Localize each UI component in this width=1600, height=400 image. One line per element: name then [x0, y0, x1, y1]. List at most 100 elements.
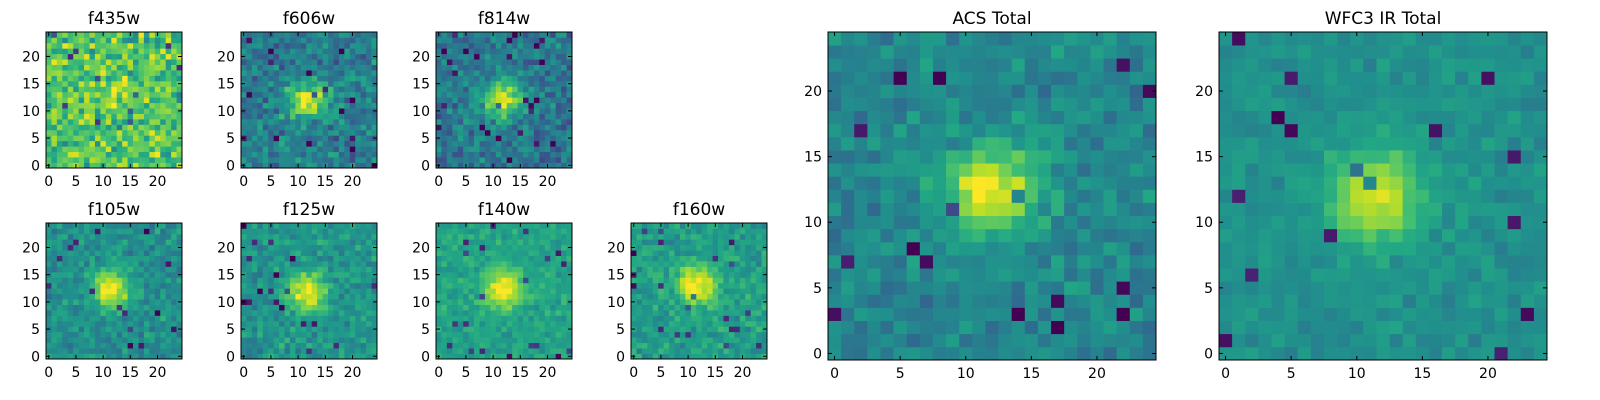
heatmap-cell	[528, 282, 535, 289]
heatmap-cell	[149, 266, 156, 273]
heatmap-cell	[750, 288, 757, 295]
heatmap-cell	[685, 266, 692, 273]
heatmap-cell	[452, 304, 459, 311]
heatmap-cell	[761, 288, 768, 295]
heatmap-cell	[501, 48, 508, 55]
heatmap-cell	[750, 250, 757, 256]
heatmap-cell	[328, 342, 334, 349]
heatmap-cell	[512, 271, 518, 278]
heatmap-cell	[446, 255, 453, 262]
heatmap-cell	[78, 239, 85, 246]
heatmap-cell	[528, 310, 535, 316]
heatmap-cell	[355, 48, 362, 55]
heatmap-cell	[528, 162, 535, 169]
heatmap-cell	[463, 342, 469, 349]
y-tick-label: 5	[226, 131, 235, 147]
heatmap-cell	[446, 266, 453, 273]
heatmap-cell	[685, 326, 692, 333]
y-tick-label: 5	[31, 322, 40, 338]
heatmap-cell	[241, 146, 247, 153]
heatmap-cell	[528, 293, 535, 300]
heatmap-cell	[490, 102, 497, 109]
heatmap-cell	[1090, 189, 1104, 203]
heatmap-cell	[1051, 163, 1065, 177]
heatmap-cell	[56, 48, 63, 55]
heatmap-cell	[279, 119, 285, 125]
heatmap-cell	[94, 299, 101, 305]
heatmap-cell	[279, 266, 285, 273]
heatmap-cell	[739, 331, 746, 338]
heatmap-cell	[880, 163, 894, 177]
heatmap-cell	[251, 129, 258, 136]
heatmap-cell	[246, 261, 253, 267]
heatmap-cell	[317, 140, 323, 147]
heatmap-cell	[972, 241, 986, 256]
heatmap-cell	[636, 326, 643, 333]
heatmap-cell	[501, 124, 508, 131]
heatmap-cell	[338, 80, 345, 87]
heatmap-cell	[160, 244, 167, 251]
heatmap-cell	[127, 48, 134, 55]
heatmap-cell	[105, 48, 112, 55]
heatmap-cell	[62, 113, 69, 120]
heatmap-cell	[105, 32, 112, 38]
heatmap-cell	[457, 53, 464, 60]
heatmap-cell	[94, 91, 101, 98]
heatmap-cell	[867, 202, 881, 217]
heatmap-cell	[317, 70, 323, 76]
y-tick-label: 0	[226, 349, 235, 365]
heatmap-cell	[631, 282, 637, 289]
heatmap-cell	[100, 310, 107, 316]
heatmap-cell	[1116, 255, 1131, 269]
x-tick-label: 20	[734, 365, 752, 381]
heatmap-cell	[636, 304, 643, 311]
heatmap-cell	[371, 37, 378, 44]
heatmap-cell	[284, 233, 291, 240]
heatmap-cell	[1116, 268, 1131, 282]
heatmap-cell	[506, 42, 513, 49]
heatmap-cell	[474, 233, 480, 240]
heatmap-cell	[176, 331, 183, 338]
heatmap-cell	[495, 228, 502, 235]
heatmap-cell	[355, 108, 362, 114]
heatmap-cell	[441, 70, 448, 76]
heatmap-cell	[328, 140, 334, 147]
heatmap-cell	[349, 64, 356, 71]
x-tick-label: 15	[706, 365, 724, 381]
heatmap-cell	[441, 157, 448, 163]
heatmap-cell	[241, 250, 247, 256]
heatmap-cell	[143, 42, 150, 49]
heatmap-cell	[452, 288, 459, 295]
panel-title: f435w	[88, 9, 140, 29]
heatmap-cell	[62, 59, 69, 65]
heatmap-cell	[919, 333, 934, 348]
heatmap-cell	[138, 32, 145, 38]
heatmap-cell	[105, 282, 112, 289]
heatmap-cell	[94, 102, 101, 109]
heatmap-cell	[133, 299, 139, 305]
heatmap-cell	[446, 86, 453, 93]
heatmap-cell	[138, 129, 145, 136]
heatmap-cell	[463, 326, 469, 333]
heatmap-cell	[528, 108, 535, 114]
heatmap-cell	[1011, 333, 1026, 348]
heatmap-cell	[355, 151, 362, 158]
heatmap-cell	[723, 271, 730, 278]
heatmap-cell	[176, 64, 183, 71]
heatmap-cell	[279, 129, 285, 136]
heatmap-cell	[89, 140, 96, 147]
heatmap-cell	[474, 140, 480, 147]
heatmap-cell	[78, 320, 85, 327]
heatmap-cell	[501, 157, 508, 163]
heatmap-cell	[94, 32, 101, 38]
heatmap-cell	[73, 86, 79, 93]
heatmap-cell	[959, 202, 973, 217]
heatmap-cell	[555, 299, 562, 305]
heatmap-cell	[160, 48, 167, 55]
heatmap-cell	[561, 86, 567, 93]
heatmap-cell	[484, 266, 491, 273]
heatmap-cell	[674, 223, 681, 229]
heatmap-cell	[262, 151, 269, 158]
heatmap-cell	[506, 228, 513, 235]
heatmap-cell	[165, 113, 172, 120]
